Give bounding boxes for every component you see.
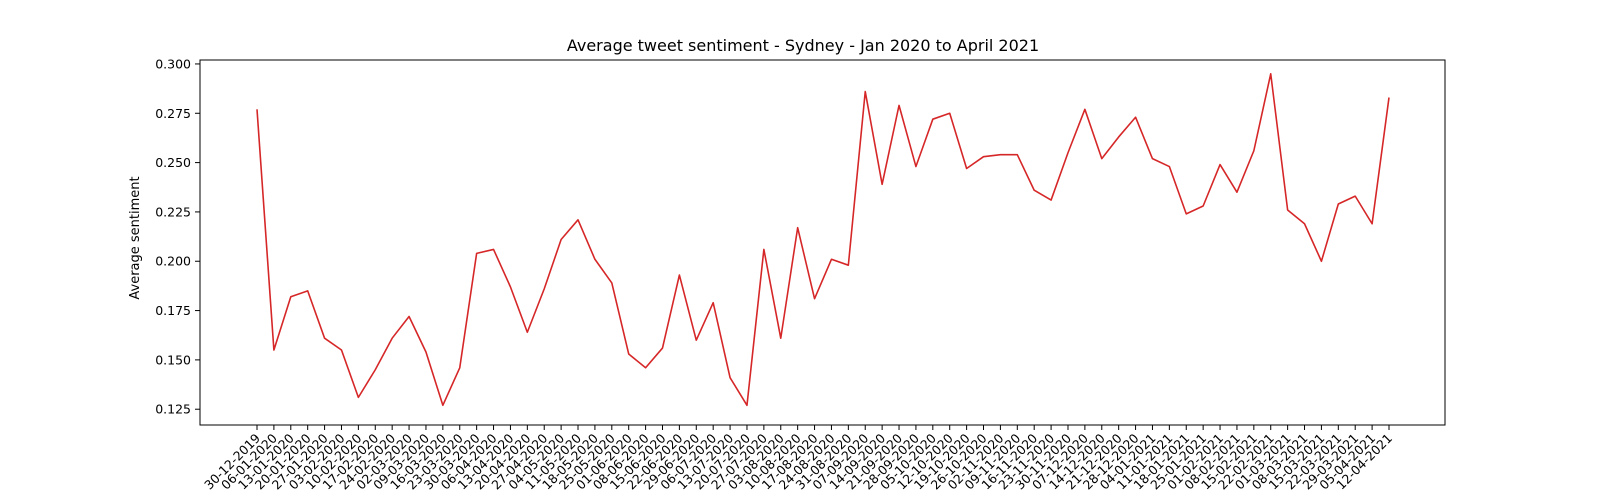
y-tick-label: 0.250 <box>155 155 191 170</box>
data-point <box>847 264 849 266</box>
data-point <box>1033 189 1035 191</box>
data-point <box>932 118 934 120</box>
data-point <box>594 258 596 260</box>
data-point <box>560 239 562 241</box>
data-point <box>1388 96 1390 98</box>
data-point <box>408 315 410 317</box>
y-axis: 0.125 0.150 0.175 0.200 0.225 0.250 0.275 0.300 <box>155 56 200 417</box>
data-point <box>999 154 1001 156</box>
data-point <box>1135 116 1137 118</box>
data-point <box>1304 223 1306 225</box>
data-point <box>797 227 799 229</box>
y-tick-label: 0.200 <box>155 254 191 269</box>
series-line <box>256 73 1390 407</box>
data-point <box>1016 154 1018 156</box>
data-point <box>1067 152 1069 154</box>
data-point <box>290 296 292 298</box>
data-point <box>324 337 326 339</box>
data-point <box>1270 73 1272 75</box>
y-tick-label: 0.300 <box>155 56 191 71</box>
y-tick-label: 0.175 <box>155 303 191 318</box>
data-point <box>1371 223 1373 225</box>
data-point <box>357 396 359 398</box>
data-point <box>1202 205 1204 207</box>
data-point <box>966 168 968 170</box>
data-points <box>256 73 1390 406</box>
y-tick-label: 0.225 <box>155 204 191 219</box>
data-point <box>374 369 376 371</box>
data-point <box>1337 203 1339 205</box>
data-point <box>577 219 579 221</box>
data-point <box>476 252 478 254</box>
data-point <box>814 298 816 300</box>
data-point <box>661 347 663 349</box>
data-point <box>763 248 765 250</box>
data-point <box>1236 191 1238 193</box>
data-point <box>307 290 309 292</box>
data-point <box>526 331 528 333</box>
data-point <box>340 349 342 351</box>
data-point <box>949 112 951 114</box>
data-point <box>543 288 545 290</box>
data-point <box>509 286 511 288</box>
y-axis-label: Average sentiment <box>128 176 143 299</box>
data-point <box>881 183 883 185</box>
plot-frame <box>199 59 1446 426</box>
data-point <box>1354 195 1356 197</box>
data-point <box>493 248 495 250</box>
data-point <box>1151 158 1153 160</box>
y-tick-label: 0.150 <box>155 352 191 367</box>
data-point <box>391 337 393 339</box>
y-tick-label: 0.125 <box>155 402 191 417</box>
data-point <box>628 353 630 355</box>
x-axis: 30-12-201906-01-202013-01-202020-01-2020… <box>201 425 1395 492</box>
data-point <box>645 367 647 369</box>
data-point <box>983 156 985 158</box>
data-point <box>1118 136 1120 138</box>
data-point <box>256 108 258 110</box>
data-point <box>712 302 714 304</box>
data-point <box>1320 260 1322 262</box>
data-point <box>442 404 444 406</box>
data-point <box>1084 108 1086 110</box>
data-point <box>1219 164 1221 166</box>
data-point <box>273 349 275 351</box>
data-point <box>695 339 697 341</box>
data-point <box>1287 209 1289 211</box>
y-tick-label: 0.275 <box>155 106 191 121</box>
data-point <box>678 274 680 276</box>
data-point <box>1168 166 1170 168</box>
data-point <box>1253 150 1255 152</box>
data-point <box>611 282 613 284</box>
data-point <box>1185 213 1187 215</box>
data-point <box>780 337 782 339</box>
data-point <box>729 377 731 379</box>
data-point <box>898 104 900 106</box>
data-point <box>915 166 917 168</box>
data-point <box>864 91 866 93</box>
data-point <box>830 258 832 260</box>
data-point <box>1050 199 1052 201</box>
chart-title: Average tweet sentiment - Sydney - Jan 2… <box>567 36 1039 55</box>
data-point <box>1101 158 1103 160</box>
data-point <box>425 351 427 353</box>
data-point <box>746 404 748 406</box>
data-point <box>459 367 461 369</box>
